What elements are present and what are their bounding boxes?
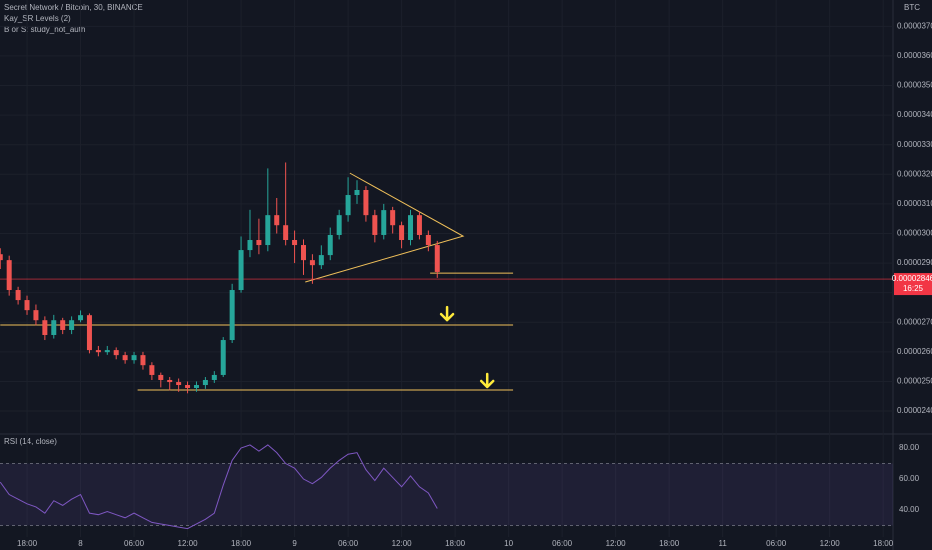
candle-body [211,374,217,380]
x-tick-label: 10 [504,539,513,548]
x-tick-label: 11 [719,539,728,548]
candle-body [274,215,280,226]
candle-body [69,320,75,330]
x-tick-label: 06:00 [124,539,145,548]
candle-body [122,355,128,361]
candle-body [6,260,12,291]
candle-body [33,310,39,321]
y-tick-label: 0.00003500 [897,81,932,90]
candle-body [345,195,351,216]
candle-body [104,350,110,353]
candle-body [416,215,422,235]
candle-body [0,254,3,261]
candle-body [354,189,360,196]
y-tick-label: 0.00003300 [897,140,932,149]
candle-body [185,385,191,388]
candle-body [247,240,253,251]
candle-body [372,215,378,235]
candle-body [300,245,306,261]
candle-body [283,225,289,241]
arrow [439,305,455,322]
x-tick-label: 18:00 [659,539,680,548]
candle-body [265,215,271,246]
x-tick-label: 9 [292,539,297,548]
x-tick-label: 18:00 [231,539,252,548]
candle-body [434,245,440,272]
candle-body [60,320,66,330]
candle-body [131,355,137,361]
y-tick-label: 0.00003400 [897,110,932,119]
candle-body [42,320,48,336]
candle-body [238,250,244,291]
x-tick-label: 06:00 [338,539,359,548]
candle-body [318,255,324,266]
candle-body [113,350,119,356]
rsi-title: RSI (14, close) [4,437,57,446]
candle-body [229,290,235,341]
candle-body [327,234,333,256]
candle-body [399,225,405,241]
y-tick-label: 0.00002400 [897,406,932,415]
candle-body [167,379,173,383]
x-tick-label: 06:00 [766,539,787,548]
candle-body [408,215,414,241]
y-tick-label: 0.00002700 [897,317,932,326]
x-tick-label: 8 [78,539,83,548]
candle-body [336,215,342,235]
x-tick-label: 18:00 [445,539,466,548]
y-tick-label: 0.00003200 [897,169,932,178]
candle-body [15,290,21,301]
candle-body [140,355,146,366]
candle-body [256,240,262,246]
arrow [479,372,495,389]
candle-body [390,210,396,226]
indicator-label: Kay_SR Levels (2) [4,14,71,23]
y-tick-label: 0.00003600 [897,51,932,60]
x-tick-label: 12:00 [392,539,413,548]
candle-body [381,210,387,235]
y-tick-label: 0.00002500 [897,377,932,386]
y-tick-label: 0.00002600 [897,347,932,356]
x-tick-label: 18:00 [17,539,38,548]
candle-body [425,234,431,246]
rsi-tick-label: 80.00 [899,443,920,452]
y-tick-label: 0.00003700 [897,21,932,30]
rsi-band-fill [0,463,893,526]
countdown: 16:25 [903,284,924,293]
candle-body [24,300,30,311]
candle-body [95,350,101,353]
candle-body [202,379,208,386]
indicator-label: B or S: study_not_auth [4,25,85,34]
x-tick-label: 12:00 [606,539,627,548]
y-tick-label: 0.00003100 [897,199,932,208]
candle-body [86,315,92,351]
rsi-tick-label: 40.00 [899,505,920,514]
currency: BTC [904,3,920,12]
x-tick-label: 12:00 [178,539,199,548]
candle-body [78,315,84,321]
candle-body [51,320,57,336]
symbol-title: Secret Network / Bitcoin, 30, BINANCE [4,3,143,12]
price-badge [894,273,932,296]
candle-body [158,374,164,380]
candle-body [193,385,199,388]
x-tick-label: 18:00 [873,539,894,548]
rsi-tick-label: 60.00 [899,474,920,483]
x-tick-label: 12:00 [820,539,841,548]
candle-body [292,240,298,246]
candle-body [309,260,315,266]
y-tick-label: 0.00002900 [897,258,932,267]
price-badge-label: 0.00002846 [892,274,932,283]
candle-body [363,189,369,216]
rsi-line [0,444,438,530]
y-tick-label: 0.00003000 [897,229,932,238]
trendline [305,172,465,283]
candle-body [176,382,182,386]
candle-body [149,365,155,375]
x-tick-label: 06:00 [552,539,573,548]
candle-body [220,340,226,375]
